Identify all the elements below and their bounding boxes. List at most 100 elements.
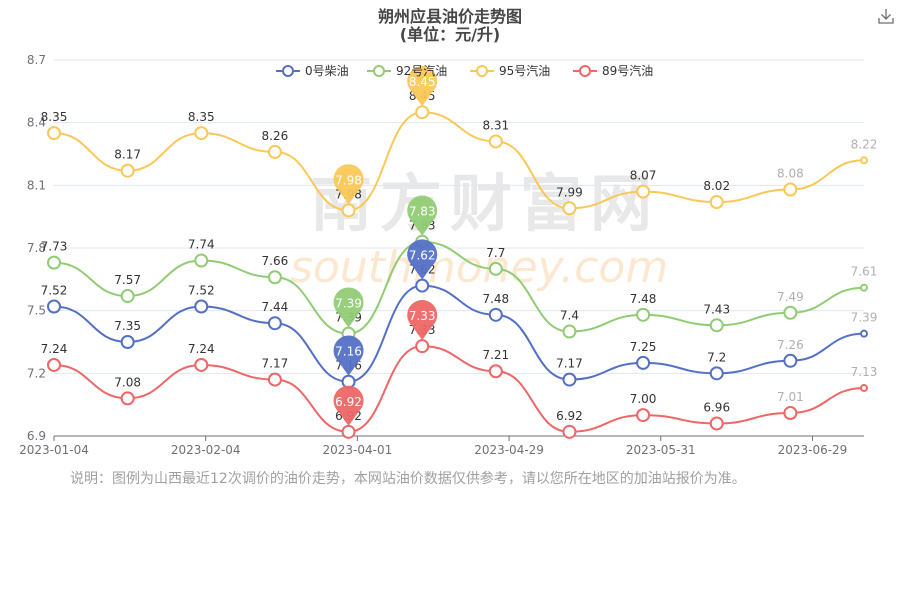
pin-shape: [333, 335, 364, 376]
legend-item[interactable]: 0号柴油: [276, 64, 349, 78]
data-point: [194, 357, 209, 372]
data-label: 7.43: [703, 302, 730, 316]
data-label: 7.24: [41, 342, 68, 356]
data-point: [488, 307, 503, 322]
data-label: 8.08: [777, 167, 804, 181]
data-label: 7.49: [777, 290, 804, 304]
y-tick-label: 6.9: [27, 429, 46, 443]
data-label: 8.26: [262, 129, 289, 143]
data-point: [47, 255, 61, 270]
pin-shape: [407, 195, 438, 236]
data-label: 8.35: [41, 110, 68, 124]
data-label: 7.48: [482, 292, 509, 306]
y-tick-label: 8.1: [27, 178, 46, 192]
pin-shape: [407, 239, 438, 280]
data-point: [860, 156, 868, 165]
data-point: [194, 299, 209, 314]
data-point: [562, 372, 577, 387]
highlight-pin: 7.39: [333, 287, 364, 328]
data-label: 7.74: [188, 238, 215, 252]
data-point: [267, 316, 282, 331]
legend-item[interactable]: 92号汽油: [367, 63, 447, 78]
legend-marker: [282, 65, 294, 77]
data-point: [562, 424, 577, 439]
x-tick-label: 2023-06-29: [778, 443, 848, 457]
data-label: 7.21: [482, 348, 509, 362]
data-point: [194, 126, 209, 141]
series-line-3: [53, 345, 865, 433]
chart-subtitle: (单位：元/升): [399, 25, 501, 44]
data-point: [47, 299, 61, 314]
data-point: [860, 329, 868, 338]
data-point: [636, 184, 651, 199]
data-label: 7.44: [262, 300, 289, 314]
pin-shape: [333, 287, 364, 328]
legend-item[interactable]: 95号汽油: [470, 63, 550, 78]
data-point: [860, 283, 868, 292]
highlight-pin: 7.83: [407, 195, 438, 236]
data-label: 7.99: [556, 185, 583, 199]
pin-label: 7.83: [409, 205, 436, 219]
data-label: 8.35: [188, 110, 215, 124]
data-point: [562, 201, 577, 216]
data-label: 7.39: [851, 311, 878, 325]
data-label: 7.2: [707, 350, 726, 364]
data-label: 7.17: [556, 357, 583, 371]
chart-note: 说明：图例为山西最近12次调价的油价走势，本网站油价数据仅供参考，请以您所在地区…: [70, 471, 746, 487]
data-point: [415, 105, 430, 120]
data-label: 7.01: [777, 390, 804, 404]
data-label: 8.31: [482, 118, 509, 132]
data-point: [341, 424, 356, 439]
data-point: [636, 408, 651, 423]
data-label: 6.96: [703, 400, 730, 414]
data-point: [341, 203, 356, 218]
data-label: 7.00: [630, 392, 657, 406]
data-label: 7.24: [188, 342, 215, 356]
pin-label: 8.45: [409, 75, 436, 89]
data-point: [709, 416, 724, 431]
data-point: [120, 335, 135, 349]
data-label: 8.22: [851, 137, 878, 151]
line-chart: 6.9 7.2 7.5 7.8 8.1 8.4 8.7 2023-01-04 2023-02-0…: [19, 53, 878, 457]
data-label: 7.4: [560, 309, 579, 323]
data-label: 7.52: [188, 283, 215, 297]
data-point: [636, 355, 651, 370]
data-point: [709, 366, 724, 381]
data-point: [267, 144, 282, 159]
pin-shape: [407, 66, 438, 107]
data-label: 8.02: [703, 179, 730, 193]
data-point: [47, 357, 61, 372]
highlight-pin: 7.16: [333, 335, 364, 376]
pin-label: 7.98: [335, 173, 362, 187]
legend-marker: [373, 65, 385, 77]
series-line-1: [53, 240, 865, 335]
legend-label: 0号柴油: [305, 64, 349, 78]
y-tick-label: 8.4: [27, 116, 46, 130]
data-label: 7.52: [41, 283, 68, 297]
data-point: [488, 134, 503, 149]
legend-label: 92号汽油: [396, 63, 447, 78]
data-point: [120, 391, 135, 406]
data-label: 8.07: [630, 169, 657, 183]
legend-marker: [579, 65, 591, 77]
legend-item[interactable]: 89号汽油: [573, 63, 653, 78]
series-line-2: [53, 111, 865, 212]
download-icon[interactable]: [876, 6, 896, 26]
series-line-0: [53, 284, 865, 383]
data-label: 7.48: [630, 292, 657, 306]
data-point: [267, 270, 282, 285]
data-point: [562, 324, 577, 339]
legend: 0号柴油 92号汽油 95号汽油 89号汽油: [276, 63, 653, 78]
data-point: [636, 307, 651, 322]
data-point: [488, 261, 503, 276]
legend-label: 95号汽油: [499, 63, 550, 78]
data-label: 6.92: [556, 409, 583, 423]
data-label: 7.66: [262, 254, 289, 268]
data-point: [783, 406, 798, 421]
data-label: 7.08: [114, 375, 141, 389]
pin-label: 7.33: [409, 309, 436, 323]
pin-shape: [333, 164, 364, 205]
data-point: [120, 289, 135, 304]
data-point: [267, 372, 282, 387]
highlight-pin: 8.45: [407, 66, 438, 107]
